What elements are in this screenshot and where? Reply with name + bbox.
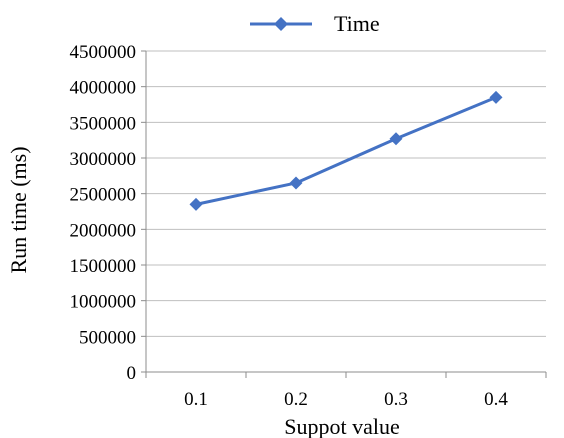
data-point-marker	[389, 132, 403, 146]
x-axis-title: Suppot value	[284, 414, 400, 438]
data-point-marker	[489, 90, 503, 104]
y-tick-label: 2500000	[70, 185, 137, 206]
legend: Time	[250, 11, 380, 36]
gridlines	[146, 50, 546, 337]
y-tick-label: 500000	[79, 327, 136, 348]
x-tick-label: 0.1	[184, 389, 208, 410]
y-tick-label: 1000000	[70, 292, 137, 313]
y-tick-label: 2000000	[70, 220, 137, 241]
y-tick-label: 4000000	[70, 78, 137, 99]
y-axis-title: Run time (ms)	[6, 146, 31, 273]
y-tick-labels: 0 500000 1000000 1500000 2000000 2500000 30000…	[70, 42, 137, 384]
y-tick-label: 1500000	[70, 256, 137, 277]
x-tick-label: 0.2	[284, 389, 308, 410]
axes	[141, 50, 547, 378]
y-tick-label: 4500000	[70, 42, 137, 63]
legend-label: Time	[334, 11, 380, 36]
x-tick-labels: 0.1 0.2 0.3 0.4	[184, 389, 508, 410]
y-tick-label: 3000000	[70, 149, 137, 170]
series-line-time	[195, 95, 497, 206]
legend-diamond-marker	[274, 17, 288, 31]
data-point-marker	[289, 176, 303, 190]
series-layer	[189, 90, 503, 211]
y-tick-label: 0	[127, 363, 137, 384]
y-tick-label: 3500000	[70, 113, 137, 134]
x-tick-label: 0.3	[384, 389, 408, 410]
data-point-marker	[189, 197, 203, 211]
x-tick-label: 0.4	[484, 389, 508, 410]
